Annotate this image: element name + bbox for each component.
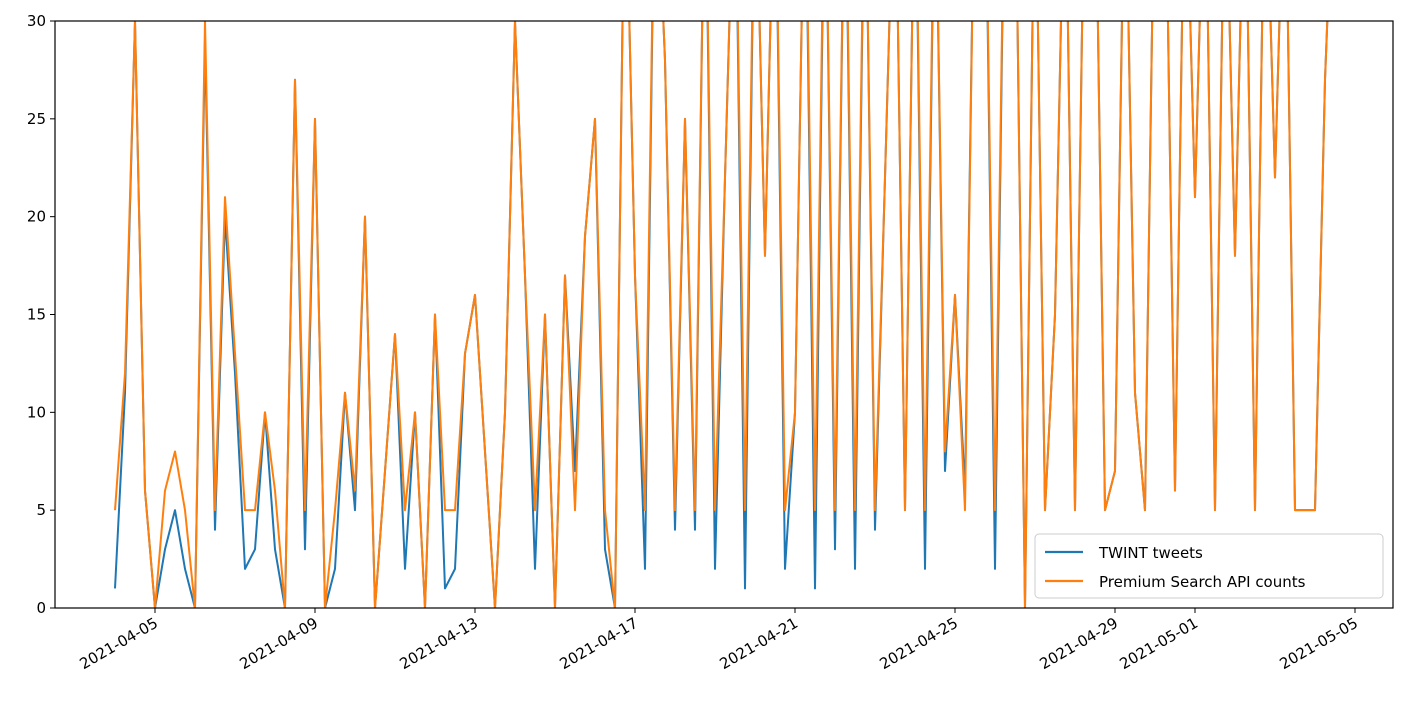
y-tick-label: 10 — [27, 403, 46, 421]
x-tick-label: 2021-04-25 — [876, 614, 961, 673]
y-tick-label: 15 — [27, 306, 46, 324]
legend-label: Premium Search API counts — [1099, 573, 1306, 591]
series-line — [114, 21, 1329, 608]
y-tick-label: 25 — [27, 110, 46, 128]
legend-box — [1034, 533, 1384, 599]
x-tick-label: 2021-04-29 — [1036, 614, 1121, 673]
x-tick-label: 2021-04-13 — [396, 614, 481, 673]
legend-label: TWINT tweets — [1098, 544, 1203, 562]
plot-lines — [114, 21, 1329, 608]
x-tick-label: 2021-04-05 — [76, 614, 161, 673]
x-tick-label: 2021-05-01 — [1116, 614, 1201, 673]
x-tick-label: 2021-05-05 — [1276, 614, 1361, 673]
y-tick-label: 30 — [27, 12, 46, 30]
y-tick-label: 5 — [36, 501, 46, 519]
x-tick-label: 2021-04-17 — [556, 614, 641, 673]
x-tick-label: 2021-04-09 — [236, 614, 321, 673]
y-tick-label: 20 — [27, 208, 46, 226]
x-tick-label: 2021-04-21 — [716, 614, 801, 673]
y-tick-label: 0 — [36, 599, 46, 617]
